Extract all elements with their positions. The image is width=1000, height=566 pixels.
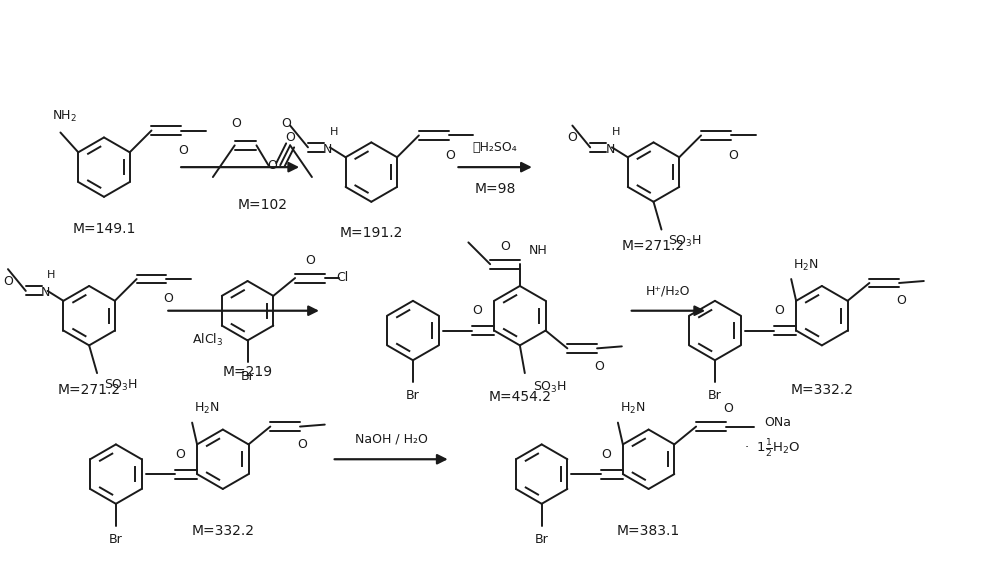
Text: AlCl$_3$: AlCl$_3$ <box>192 332 224 349</box>
Text: O: O <box>594 359 604 372</box>
Text: ONa: ONa <box>764 416 791 429</box>
Text: M=383.1: M=383.1 <box>617 524 680 538</box>
Text: H: H <box>612 127 620 136</box>
Text: O: O <box>601 448 611 461</box>
Text: 浓H₂SO₄: 浓H₂SO₄ <box>473 141 517 154</box>
Text: M=149.1: M=149.1 <box>72 221 136 235</box>
Text: Br: Br <box>535 533 549 546</box>
Text: N: N <box>323 143 332 156</box>
Text: ·  1$\frac{1}{2}$H$_2$O: · 1$\frac{1}{2}$H$_2$O <box>744 438 801 460</box>
Text: NaOH / H₂O: NaOH / H₂O <box>355 433 428 446</box>
Text: H$_2$N: H$_2$N <box>620 401 646 417</box>
Text: O: O <box>178 144 188 157</box>
Text: O: O <box>305 254 315 267</box>
Text: O: O <box>267 158 277 171</box>
Text: M=98: M=98 <box>474 182 516 196</box>
Text: O: O <box>446 149 455 162</box>
Text: M=332.2: M=332.2 <box>191 524 254 538</box>
Text: Cl: Cl <box>336 271 349 284</box>
Text: O: O <box>175 448 185 461</box>
Text: Br: Br <box>241 370 254 383</box>
Text: O: O <box>567 131 577 144</box>
Text: H$_2$N: H$_2$N <box>194 401 220 417</box>
Text: Br: Br <box>406 389 420 402</box>
Text: SO$_3$H: SO$_3$H <box>668 234 702 249</box>
Text: M=271.2: M=271.2 <box>58 383 121 397</box>
Text: H: H <box>47 270 56 280</box>
Text: O: O <box>285 131 295 144</box>
Text: O: O <box>728 149 738 162</box>
Text: M=219: M=219 <box>222 365 273 379</box>
Text: O: O <box>281 117 291 130</box>
Text: NH: NH <box>528 244 547 257</box>
Text: M=191.2: M=191.2 <box>340 226 403 241</box>
Text: M=271.2: M=271.2 <box>622 239 685 254</box>
Text: M=454.2: M=454.2 <box>488 390 551 404</box>
Text: Br: Br <box>109 533 123 546</box>
Text: SO$_3$H: SO$_3$H <box>104 378 138 393</box>
Text: O: O <box>723 402 733 415</box>
Text: H⁺/H₂O: H⁺/H₂O <box>646 285 691 297</box>
Text: O: O <box>232 117 242 130</box>
Text: H: H <box>330 127 338 136</box>
Text: H$_2$N: H$_2$N <box>793 258 819 273</box>
Text: O: O <box>3 275 13 288</box>
Text: O: O <box>297 438 307 451</box>
Text: NH$_2$: NH$_2$ <box>52 109 77 124</box>
Text: O: O <box>472 305 482 317</box>
Text: N: N <box>605 143 615 156</box>
Text: N: N <box>41 286 50 299</box>
Text: O: O <box>500 240 510 253</box>
Text: Br: Br <box>708 389 722 402</box>
Text: O: O <box>163 293 173 305</box>
Text: M=102: M=102 <box>237 198 287 212</box>
Text: M=332.2: M=332.2 <box>790 383 853 397</box>
Text: SO$_3$H: SO$_3$H <box>533 379 567 395</box>
Text: O: O <box>774 305 784 317</box>
Text: O: O <box>896 294 906 307</box>
